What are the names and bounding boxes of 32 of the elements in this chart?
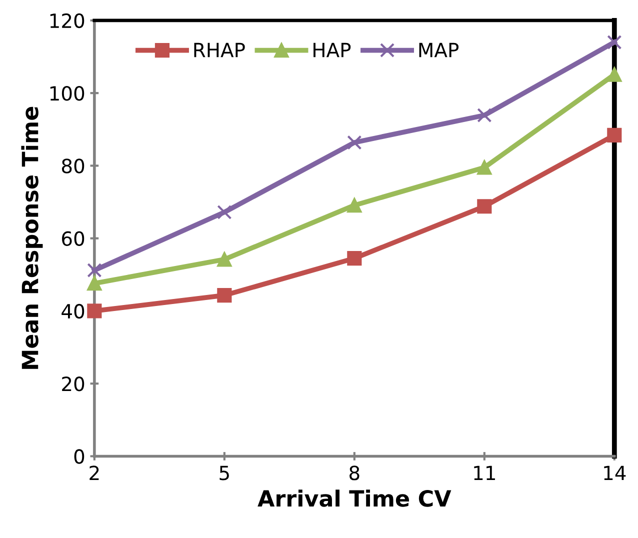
x-tick-label: 14 — [604, 466, 626, 480]
point — [217, 252, 232, 267]
point — [477, 108, 492, 123]
point — [607, 67, 622, 82]
point — [87, 304, 102, 318]
x-tick-label: 11 — [474, 466, 495, 480]
x-axis-title: Arrival Time CV — [258, 490, 452, 507]
point — [87, 262, 102, 278]
y-tick-label: 120 — [50, 13, 84, 28]
y-tick-label: 20 — [62, 376, 84, 392]
point — [477, 199, 492, 214]
y-tick-label: 60 — [62, 231, 84, 246]
point — [347, 135, 362, 150]
point — [607, 34, 622, 50]
point — [347, 251, 362, 266]
y-tick-label: 80 — [62, 158, 84, 174]
point — [347, 198, 362, 213]
x-tick-label: 8 — [350, 466, 360, 480]
legend-label: RHAP — [194, 42, 245, 58]
legend-label: MAP — [419, 42, 459, 58]
y-tick-label: 100 — [50, 86, 84, 101]
legend-label: HAP — [314, 42, 351, 58]
point — [87, 276, 102, 291]
point — [607, 128, 622, 142]
y-axis-title: Mean Response Time — [21, 106, 43, 369]
point — [477, 160, 492, 175]
x-tick-label: 5 — [220, 466, 229, 480]
x-tick-label: 2 — [90, 466, 99, 480]
point — [217, 288, 232, 303]
y-tick-label: 40 — [62, 304, 84, 319]
y-tick-label: 0 — [74, 449, 84, 464]
point — [217, 204, 232, 220]
